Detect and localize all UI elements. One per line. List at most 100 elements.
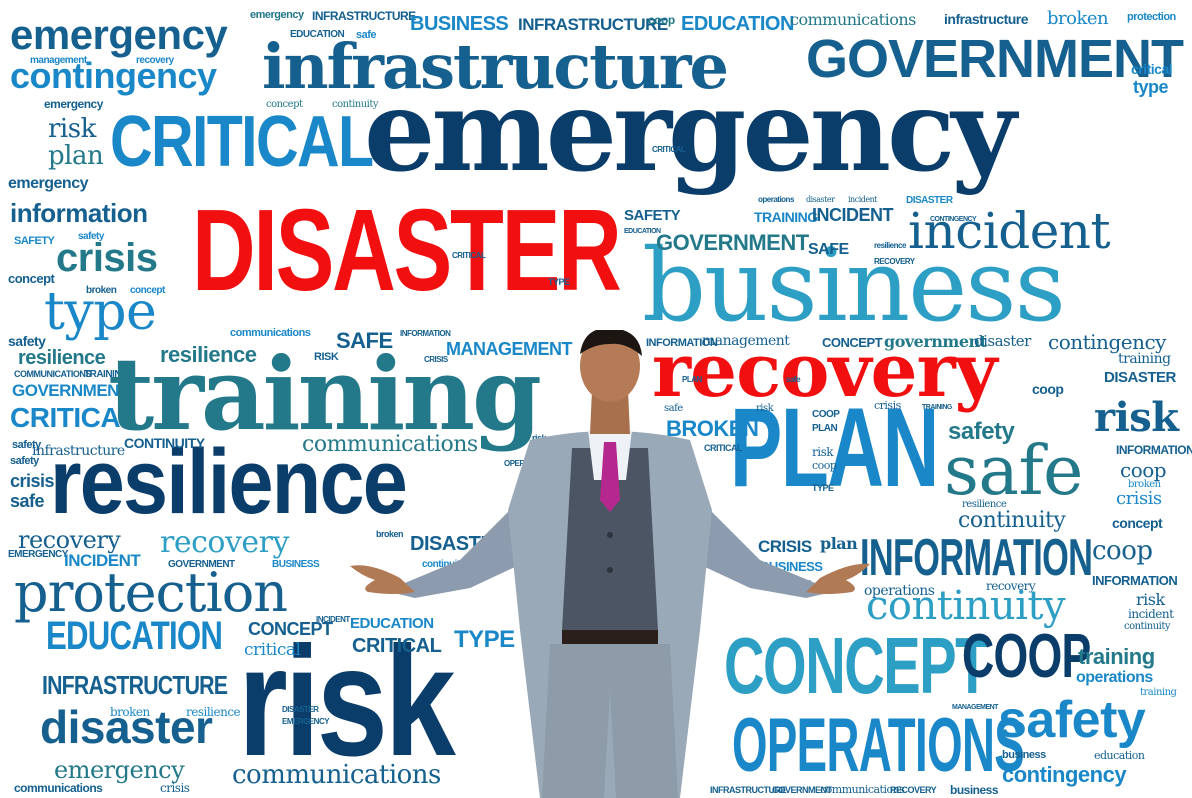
- word-safety-tiny3: safety: [12, 439, 41, 451]
- right-hand: [806, 563, 870, 594]
- word-incident-tiny2: incident: [848, 195, 877, 204]
- word-safe-mid2: SAFE: [808, 241, 849, 258]
- word-emergency-tiny2: emergency: [44, 97, 103, 111]
- word-disaster-tiny: DISASTER: [282, 705, 319, 714]
- word-infrastructure-left: INFRASTRUCTURE: [42, 670, 228, 700]
- word-concept-tiny2: concept: [8, 271, 55, 286]
- word-type-tiny2: TYPE: [812, 483, 834, 493]
- word-coop-right: coop: [1032, 381, 1064, 397]
- word-disaster-left: disaster: [40, 701, 213, 753]
- word-incident-right: incident: [1128, 607, 1174, 621]
- word-risk-mid: risk: [812, 445, 834, 459]
- word-concept-tiny: concept: [266, 99, 303, 110]
- hair: [580, 330, 642, 356]
- word-safety-big: safety: [998, 691, 1146, 749]
- word-type-left: type: [44, 282, 157, 342]
- word-critical-right: critical: [1131, 61, 1173, 77]
- word-incident-tiny: INCIDENT: [316, 615, 350, 624]
- word-business-bottom: business: [1002, 749, 1046, 761]
- word-infrastructure-top-small: INFRASTRUCTURE: [312, 9, 416, 23]
- word-training-mid: TRAINING: [754, 209, 818, 225]
- word-information-right2: INFORMATION: [1092, 573, 1178, 588]
- word-risk-right2: risk: [1136, 590, 1165, 609]
- word-management-tiny: management: [30, 55, 87, 66]
- belt: [562, 630, 658, 644]
- word-concept-mid: CONCEPT: [248, 619, 333, 639]
- word-contingency-top: contingency: [10, 55, 217, 96]
- word-critical-tiny3: CRITICAL: [704, 443, 743, 453]
- word-contingency-bottom: contingency: [1002, 762, 1127, 787]
- trousers: [542, 644, 678, 798]
- word-recovery-mid2: recovery: [986, 579, 1036, 593]
- word-education-tiny2: EDUCATION: [624, 228, 661, 235]
- word-safe-tiny: safe: [356, 29, 377, 41]
- word-risk-big: risk: [238, 615, 456, 789]
- word-education-tiny: EDUCATION: [290, 29, 345, 40]
- word-training-tiny2: TRAINING: [922, 404, 952, 411]
- word-crisis-left: crisis: [56, 236, 158, 280]
- word-government-big: GOVERNMENT: [806, 29, 1184, 89]
- word-broken-right-tiny: broken: [1128, 479, 1161, 490]
- tie: [600, 442, 620, 512]
- word-risk-tiny3: risk: [756, 403, 774, 414]
- word-recovery-big: recovery: [652, 328, 998, 414]
- word-protection-big: protection: [14, 561, 288, 624]
- word-concept-big: CONCEPT: [724, 621, 989, 710]
- word-coop-top: coop: [648, 13, 675, 27]
- word-critical-left: CRITICAL: [10, 402, 137, 433]
- word-operations-mid: operations: [864, 583, 935, 599]
- word-contingency-right: contingency: [1048, 330, 1166, 354]
- word-operations-tiny2: operations: [758, 195, 794, 204]
- word-government-left: GOVERNMENT: [12, 381, 129, 400]
- word-crisis-bottom: crisis: [160, 781, 190, 795]
- word-critical-small: critical: [244, 640, 301, 660]
- word-critical-big: CRITICAL: [110, 102, 374, 182]
- word-safety-tiny: SAFETY: [14, 235, 55, 247]
- word-information-mid: INFORMATION: [646, 337, 718, 349]
- word-communications-top: communications: [790, 10, 916, 29]
- left-hand: [350, 565, 415, 594]
- word-government-mid: GOVERNMENT: [656, 230, 809, 255]
- word-continuity-big: continuity: [866, 583, 1066, 629]
- word-plan-tiny2: PLAN: [812, 423, 838, 434]
- word-emergency-tiny: emergency: [250, 9, 304, 21]
- word-communications-bottom: communications: [232, 760, 441, 790]
- word-recovery-mid: recovery: [160, 525, 289, 560]
- word-information-right: INFORMATION: [1116, 443, 1192, 457]
- word-safety-tiny2: safety: [78, 231, 104, 242]
- word-coop-right2: coop: [1120, 458, 1167, 482]
- man-in-suit-figure: [350, 330, 870, 798]
- word-protection-top: protection: [1127, 11, 1176, 23]
- word-critical-mid: CRITICAL: [352, 635, 442, 657]
- word-concept-tiny3: concept: [130, 285, 165, 296]
- word-disaster-tiny3: DISASTER: [906, 195, 953, 206]
- word-emergency-tiny4: EMERGENCY: [282, 717, 330, 726]
- vest: [562, 448, 658, 630]
- word-crisis-right: crisis: [1116, 488, 1162, 509]
- word-business-bottom2: business: [950, 783, 999, 797]
- word-continuity-tiny4: continuity: [1124, 621, 1171, 632]
- word-resilience-mid: resilience: [160, 342, 257, 367]
- word-plan-big: PLAN: [730, 385, 939, 510]
- word-safety-mid: SAFETY: [624, 207, 681, 224]
- word-emergency-big: emergency: [364, 66, 1016, 197]
- word-information-big: INFORMATION: [860, 529, 1093, 587]
- word-government-r: government: [884, 332, 987, 351]
- word-risk-tiny2: risk: [532, 433, 547, 443]
- word-communications-small: communications: [230, 327, 311, 339]
- left-arm: [390, 500, 530, 598]
- word-resilience-big: resilience: [50, 431, 408, 533]
- word-recovery-left: recovery: [18, 526, 121, 554]
- word-continuity-tiny3: continuity: [422, 559, 465, 570]
- word-business-top-small: BUSINESS: [410, 13, 509, 35]
- word-broken-tiny: broken: [86, 285, 117, 296]
- word-broken-tiny2: broken: [110, 705, 150, 719]
- word-resilience-left: resilience: [18, 347, 106, 369]
- word-risk-tiny: RISK: [314, 351, 339, 363]
- word-resilience-tiny: resilience: [186, 705, 241, 719]
- word-concept-right: concept: [1112, 515, 1163, 531]
- word-infrastructure-bottom: INFRASTRUCTURE: [710, 785, 787, 795]
- word-coop-right3: coop: [1092, 536, 1153, 566]
- word-safety-tiny-b: safety: [10, 455, 39, 467]
